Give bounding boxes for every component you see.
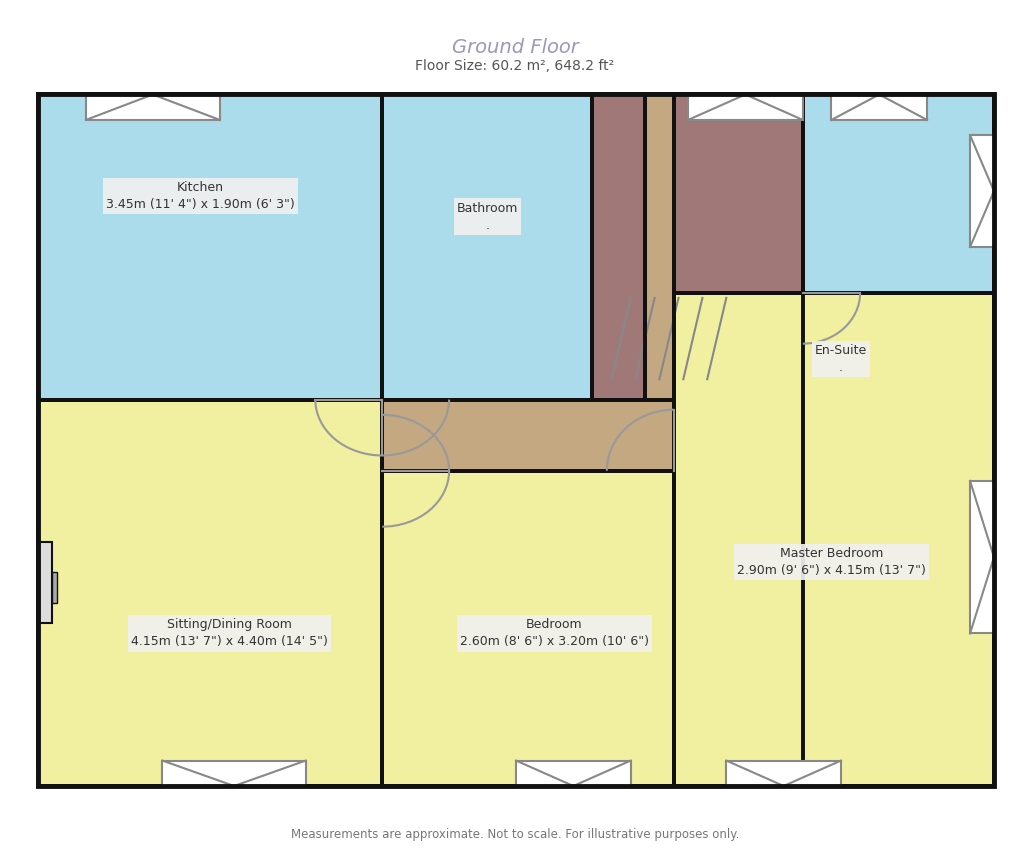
Bar [970, 135, 994, 247]
Bar [38, 94, 994, 786]
Bar [382, 471, 674, 786]
Bar [382, 94, 592, 399]
Text: Ground Floor: Ground Floor [451, 38, 579, 57]
Bar [831, 94, 927, 120]
Bar [53, 572, 58, 603]
Bar [38, 94, 994, 786]
Bar [382, 399, 674, 471]
Bar [38, 94, 382, 399]
Text: Master Bedroom
2.90m (9' 6") x 4.15m (13' 7"): Master Bedroom 2.90m (9' 6") x 4.15m (13… [737, 547, 926, 577]
Bar [674, 94, 802, 293]
Text: Bedroom
2.60m (8' 6") x 3.20m (10' 6"): Bedroom 2.60m (8' 6") x 3.20m (10' 6") [459, 618, 649, 649]
Bar [85, 94, 219, 120]
Text: En-Suite
.: En-Suite . [815, 344, 867, 374]
Bar [592, 94, 645, 399]
Bar [726, 760, 842, 786]
Text: Bathroom
.: Bathroom . [456, 202, 518, 232]
Bar [802, 293, 994, 786]
Bar [674, 293, 994, 786]
Bar [38, 542, 53, 624]
Bar [970, 481, 994, 633]
Text: Measurements are approximate. Not to scale. For illustrative purposes only.: Measurements are approximate. Not to sca… [290, 828, 740, 842]
Text: Sitting/Dining Room
4.15m (13' 7") x 4.40m (14' 5"): Sitting/Dining Room 4.15m (13' 7") x 4.4… [131, 618, 328, 649]
Bar [592, 94, 674, 399]
Text: Floor Size: 60.2 m², 648.2 ft²: Floor Size: 60.2 m², 648.2 ft² [415, 59, 615, 73]
Bar [516, 760, 630, 786]
Bar [163, 760, 306, 786]
Bar [802, 94, 994, 293]
Text: Kitchen
3.45m (11' 4") x 1.90m (6' 3"): Kitchen 3.45m (11' 4") x 1.90m (6' 3") [106, 181, 295, 211]
Bar [688, 94, 802, 120]
